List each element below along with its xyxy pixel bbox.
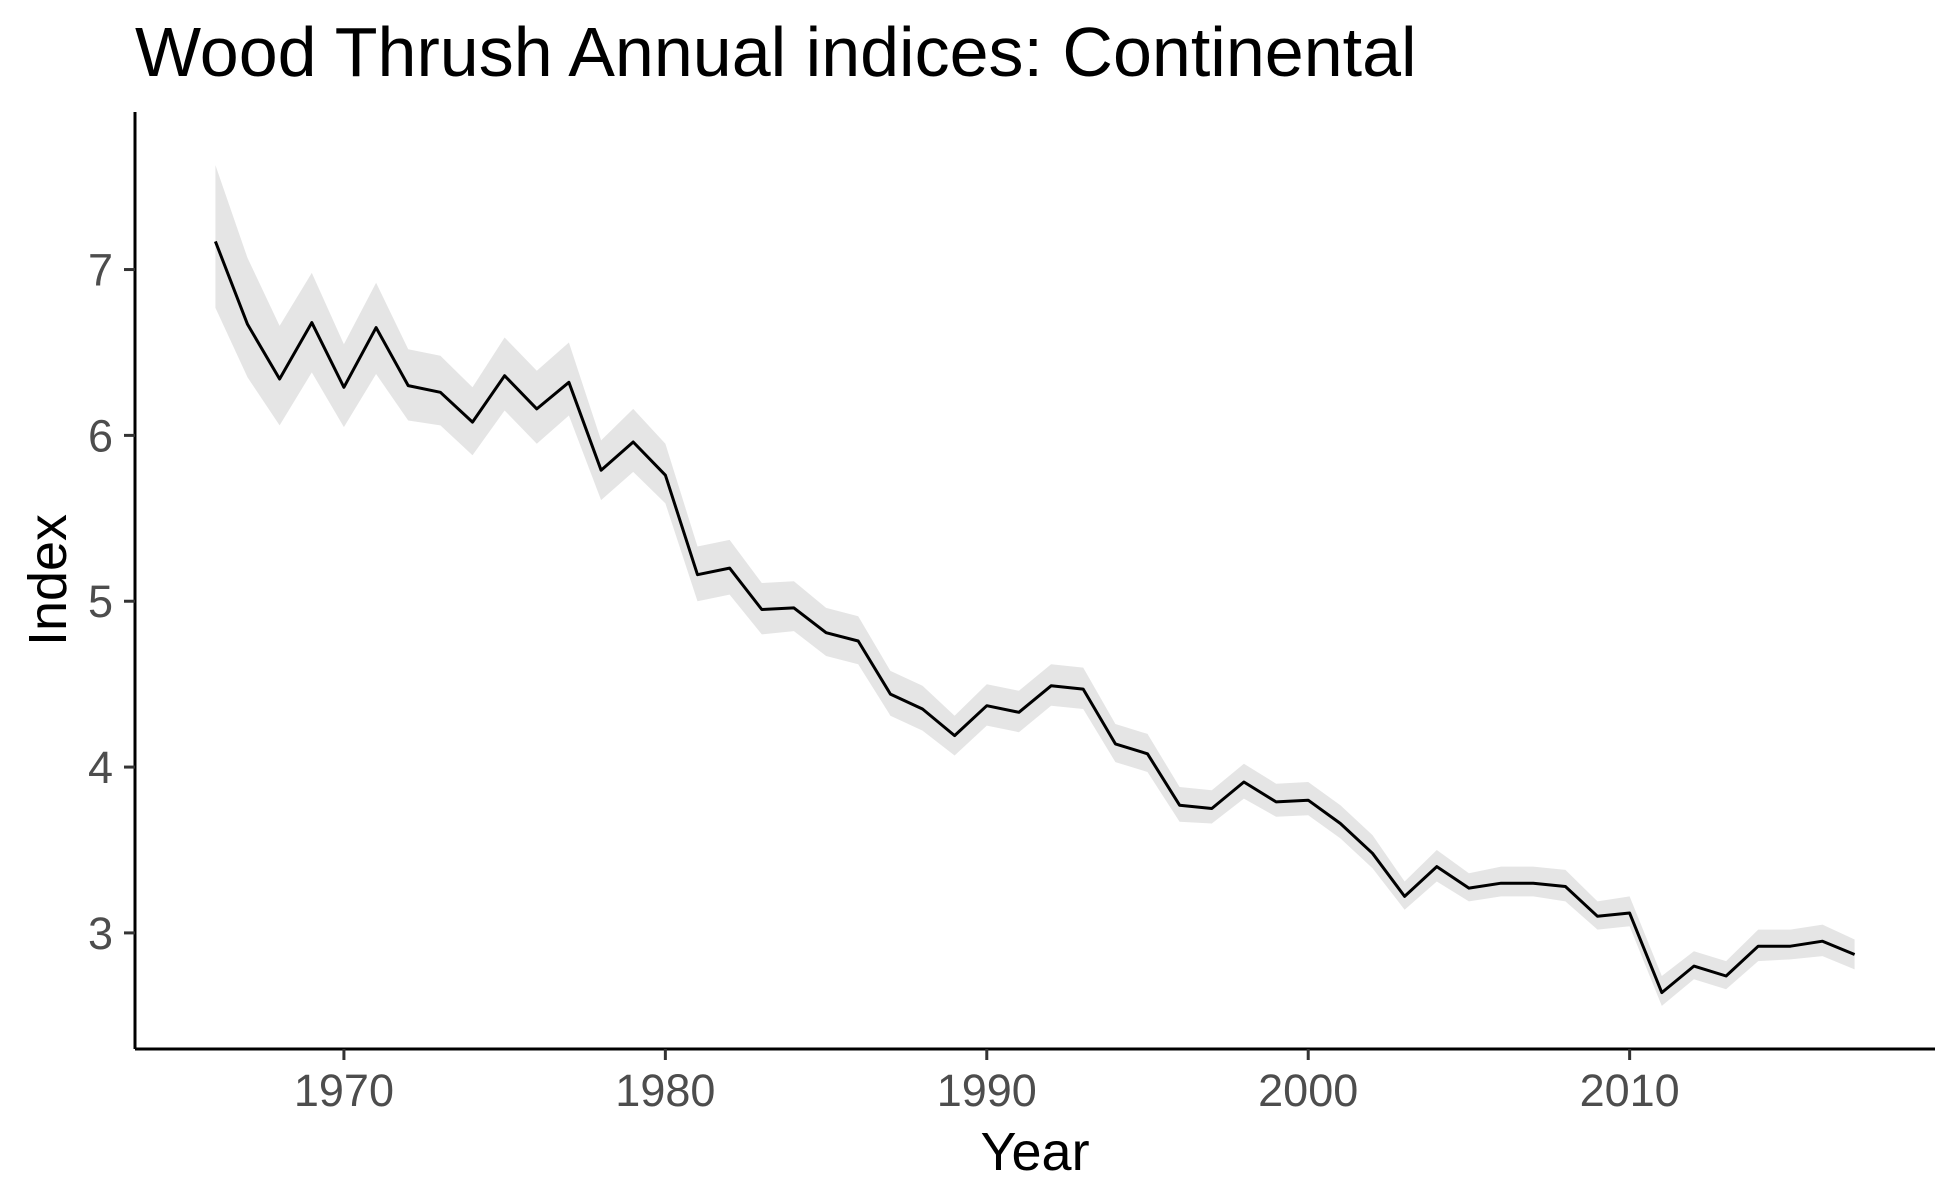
data-point-2006 <box>1498 880 1504 886</box>
data-point-1973 <box>437 389 443 395</box>
data-point-2015 <box>1787 943 1793 949</box>
data-point-2012 <box>1691 963 1697 969</box>
y-tick-label: 3 <box>88 908 113 959</box>
data-point-2003 <box>1402 893 1408 899</box>
data-point-1995 <box>1145 751 1151 757</box>
x-tick-label: 1970 <box>294 1065 394 1116</box>
data-point-2008 <box>1562 884 1568 890</box>
data-point-1967 <box>245 321 251 327</box>
data-point-1999 <box>1273 799 1279 805</box>
chart-title: Wood Thrush Annual indices: Continental <box>135 13 1417 91</box>
data-point-2014 <box>1755 943 1761 949</box>
y-tick-label: 5 <box>88 576 113 627</box>
x-tick-label: 2000 <box>1258 1065 1358 1116</box>
data-point-1972 <box>405 383 411 389</box>
data-point-1988 <box>920 706 926 712</box>
data-point-2010 <box>1627 910 1633 916</box>
y-axis-ticks: 3 4 5 6 7 <box>88 245 135 959</box>
data-point-1980 <box>662 472 668 478</box>
x-axis-title: Year <box>980 1122 1089 1182</box>
data-point-2017 <box>1852 952 1858 958</box>
x-tick-label: 1990 <box>937 1065 1037 1116</box>
data-point-2002 <box>1370 850 1376 856</box>
index-line-layer <box>214 240 1856 995</box>
data-point-1968 <box>277 376 283 382</box>
data-point-1984 <box>791 605 797 611</box>
y-tick-label: 7 <box>88 245 113 296</box>
data-point-1979 <box>630 439 636 445</box>
data-point-2011 <box>1659 990 1665 996</box>
confidence-band <box>215 165 1855 1006</box>
data-point-1970 <box>341 384 347 390</box>
data-point-2005 <box>1466 885 1472 891</box>
plot-area <box>212 165 1857 1006</box>
data-point-1989 <box>952 733 958 739</box>
confidence-band-layer <box>215 165 1855 1006</box>
data-point-1969 <box>309 320 315 326</box>
data-point-2007 <box>1530 880 1536 886</box>
data-point-1996 <box>1177 802 1183 808</box>
y-tick-label: 4 <box>88 742 113 793</box>
index-line <box>214 240 1856 995</box>
y-tick-label: 6 <box>88 410 113 461</box>
data-point-1994 <box>1112 741 1118 747</box>
data-point-1990 <box>984 703 990 709</box>
data-point-layer <box>212 238 1857 995</box>
data-point-1976 <box>534 406 540 412</box>
x-tick-label: 2010 <box>1580 1065 1680 1116</box>
data-point-1966 <box>212 238 218 244</box>
data-point-1983 <box>759 607 765 613</box>
data-point-1974 <box>470 419 476 425</box>
data-point-2000 <box>1305 797 1311 803</box>
data-point-1982 <box>727 565 733 571</box>
data-point-1978 <box>598 467 604 473</box>
data-point-1977 <box>566 379 572 385</box>
data-point-1985 <box>823 630 829 636</box>
data-point-2013 <box>1723 973 1729 979</box>
y-axis-title: Index <box>18 514 78 646</box>
data-point-2016 <box>1820 938 1826 944</box>
data-point-1991 <box>1016 709 1022 715</box>
data-point-1992 <box>1048 683 1054 689</box>
x-tick-label: 1980 <box>615 1065 715 1116</box>
data-point-1975 <box>502 373 508 379</box>
data-point-1987 <box>887 691 893 697</box>
data-point-1998 <box>1241 779 1247 785</box>
data-point-2001 <box>1337 821 1343 827</box>
data-point-1997 <box>1209 806 1215 812</box>
data-point-1993 <box>1080 686 1086 692</box>
data-point-2009 <box>1595 913 1601 919</box>
data-point-1981 <box>695 572 701 578</box>
x-axis-ticks: 1970 1980 1990 2000 2010 <box>294 1049 1680 1116</box>
data-point-1971 <box>373 325 379 331</box>
data-point-2004 <box>1434 864 1440 870</box>
data-point-1986 <box>855 638 861 644</box>
